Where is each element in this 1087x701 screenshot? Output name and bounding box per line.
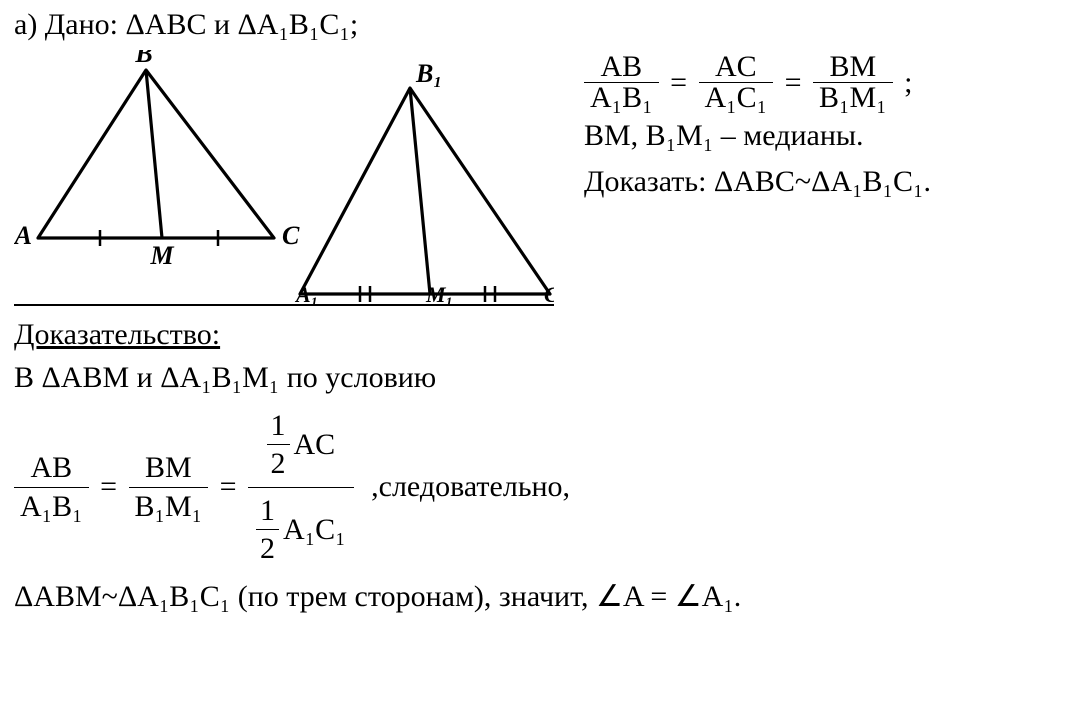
svg-text:A₁: A₁ [294,282,318,304]
svg-text:M₁: M₁ [425,282,453,304]
big-equation: AB A₁B₁ = BM B₁M₁ = 1 2 AC 1 [14,405,1077,570]
svg-text:C: C [282,221,300,250]
given-prefix: а) Дано: [14,8,125,41]
svg-text:C₁: C₁ [544,282,554,304]
triangles-svg: A B C M A₁ B₁ C₁ M₁ [14,50,554,304]
frac-bm: BM B₁M₁ [813,52,893,113]
ratio-equation: AB A₁B₁ = AC A₁C₁ = BM B₁M₁ ; [584,52,1064,113]
frac-ab: AB A₁B₁ [584,52,659,113]
proof-heading: Доказательство: [14,318,220,351]
svg-text:B: B [134,50,152,68]
half-top: 1 2 [267,407,290,483]
svg-text:B₁: B₁ [415,59,442,88]
bigeq-frac1: AB A₁B₁ [14,449,89,525]
triangles-figure: A B C M A₁ B₁ C₁ M₁ [14,50,554,306]
svg-text:A: A [14,221,32,250]
proof-line-last: ΔABM~ΔA₁B₁C₁ (по трем сторонам), значит,… [14,578,1077,616]
half-bot: 1 2 [256,492,279,568]
bigeq-frac2: BM B₁M₁ [129,449,209,525]
svg-text:M: M [149,241,174,270]
frac-ac: AC A₁C₁ [699,52,774,113]
given-text: ΔABC и ΔA₁B₁C₁; [125,8,358,41]
given-line: а) Дано: ΔABC и ΔA₁B₁C₁; [14,6,554,44]
proof-line-1: В ΔABM и ΔA₁B₁M₁ по условию [14,359,1077,397]
bigeq-doublefrac: 1 2 AC 1 2 A₁C₁ [248,405,354,570]
prove-line: Доказать: ΔABC~ΔA₁B₁C₁. [584,163,1064,201]
medians-line: BM, B₁M₁ – медианы. [584,117,1064,155]
